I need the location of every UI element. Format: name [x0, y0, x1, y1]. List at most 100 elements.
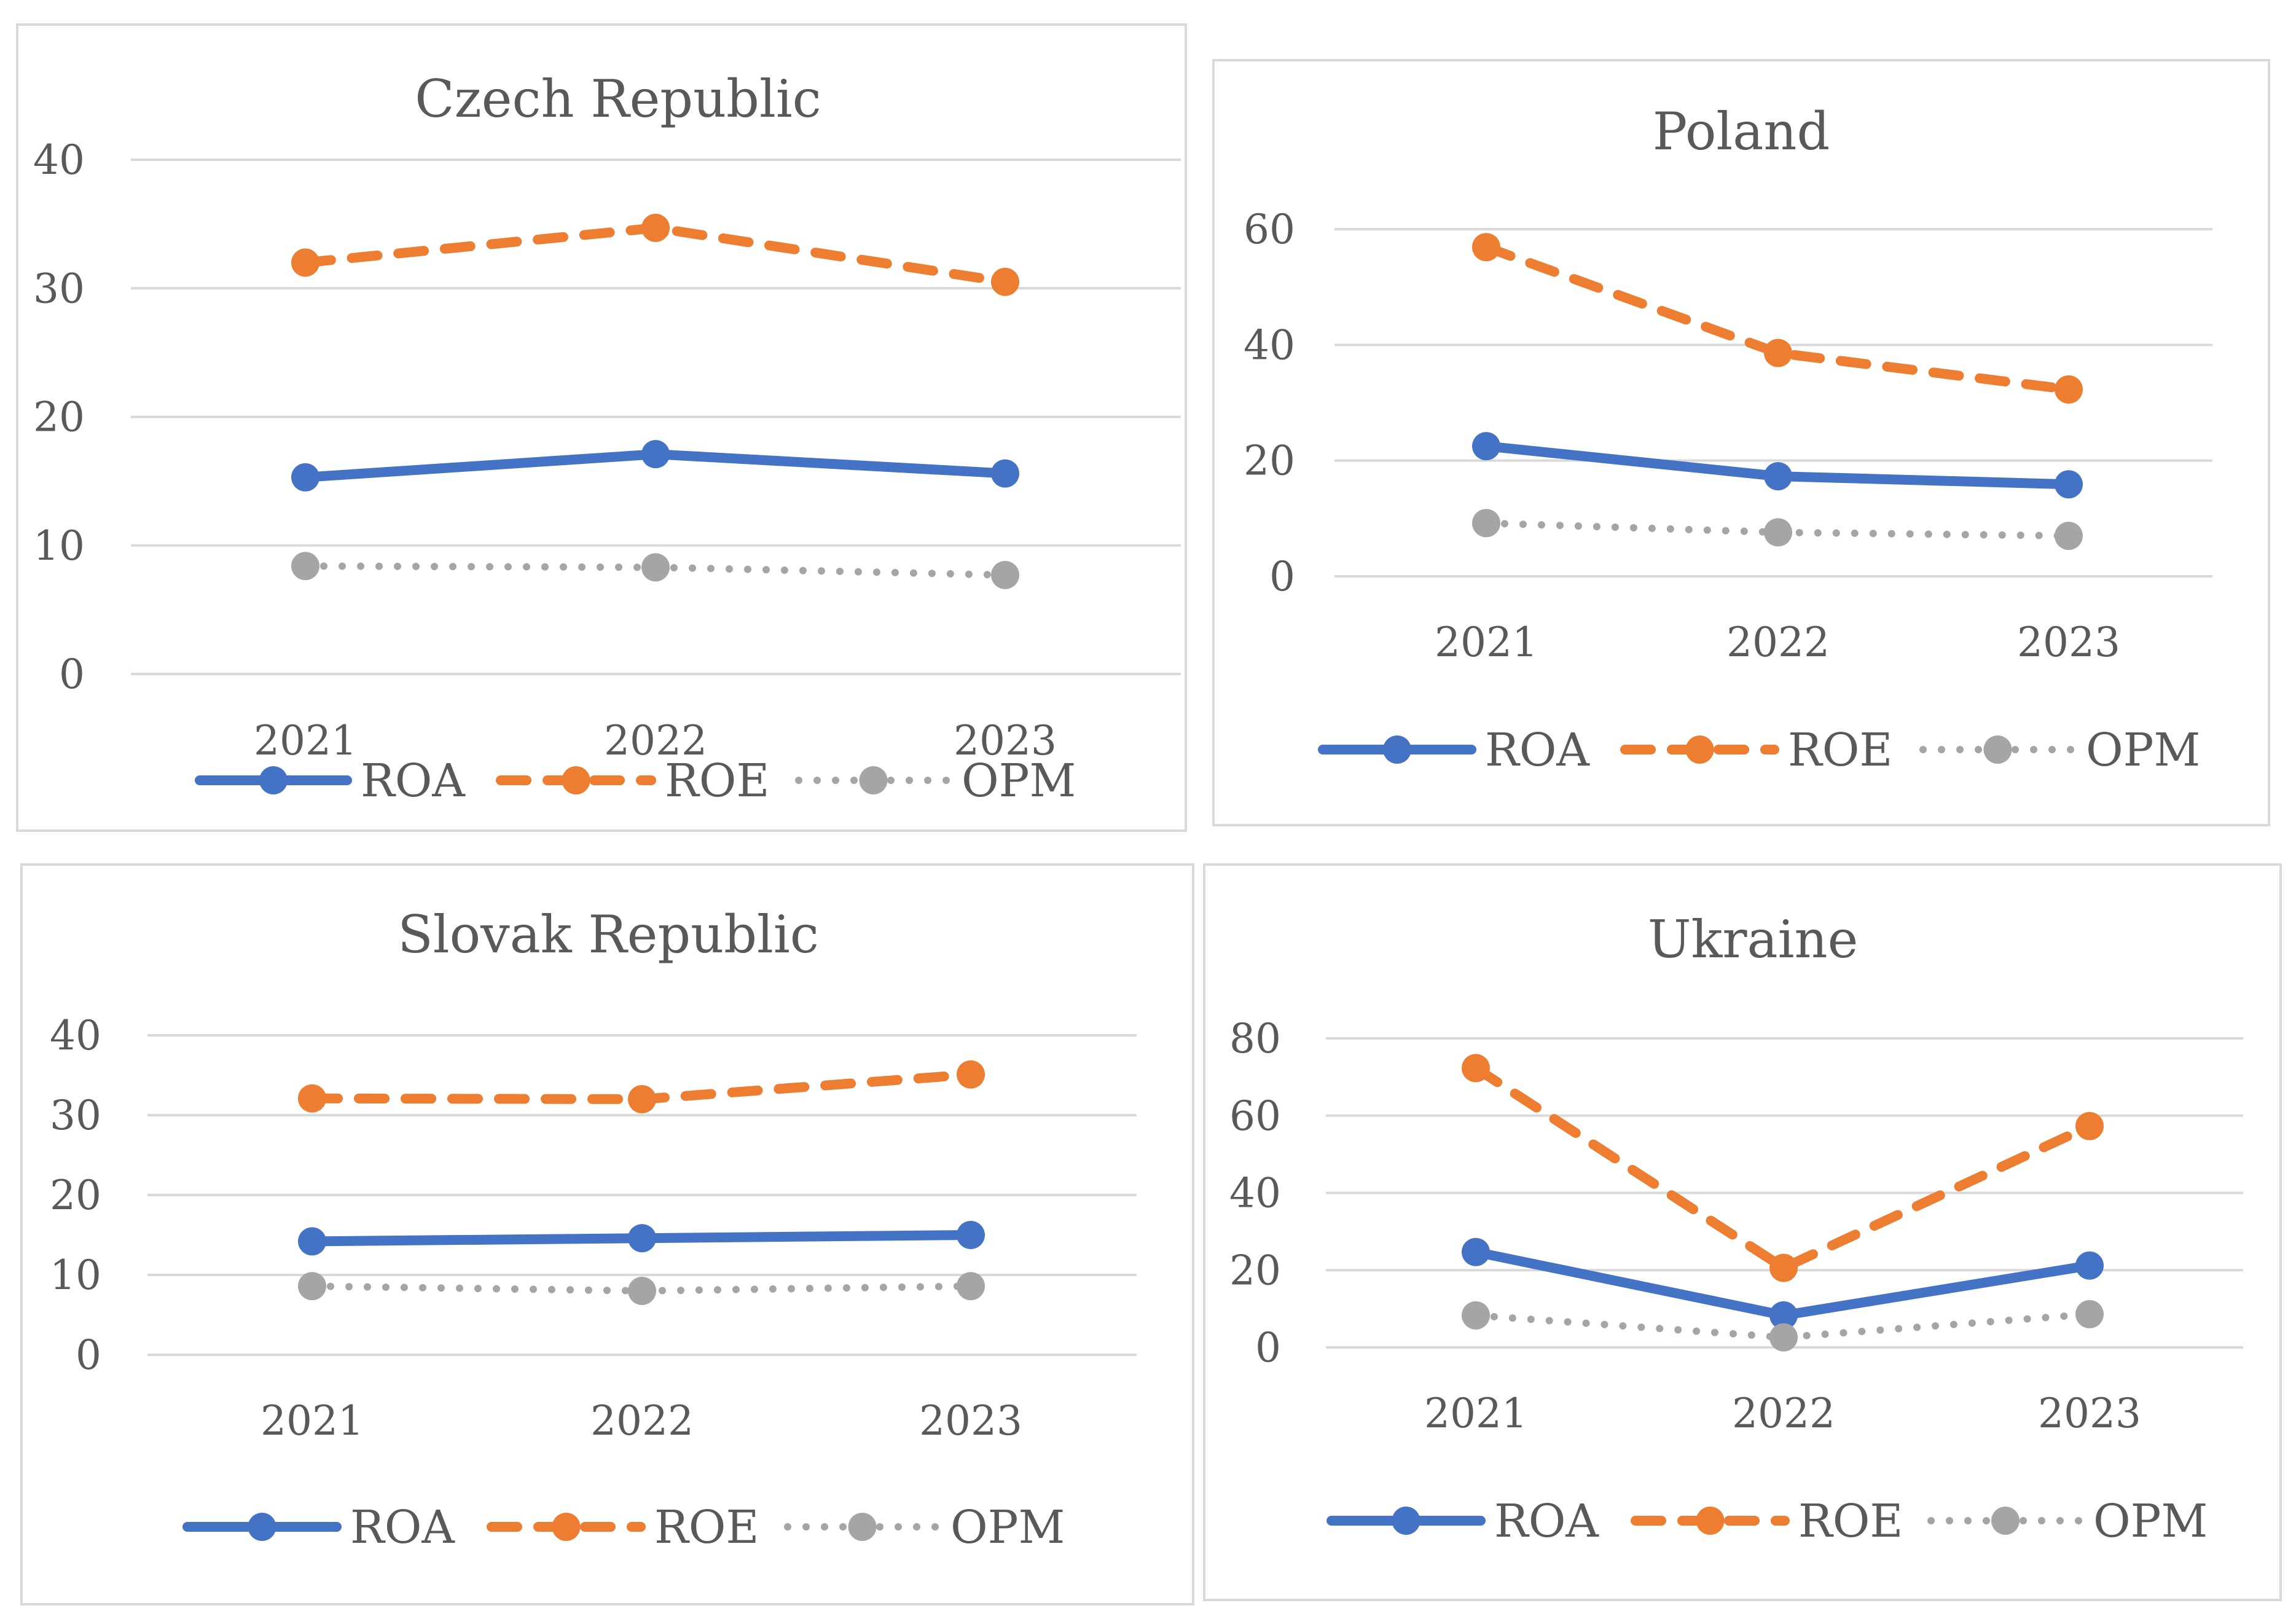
- y-tick-label: 10: [50, 1252, 101, 1299]
- data-point-roa: [2055, 470, 2083, 499]
- legend-marker-roa: [259, 766, 288, 794]
- y-tick-label: 10: [33, 522, 85, 570]
- data-point-opm: [1764, 518, 1792, 547]
- data-point-opm: [641, 553, 670, 582]
- data-point-roa: [628, 1224, 656, 1253]
- data-point-roe: [2055, 375, 2083, 404]
- data-point-roe: [1462, 1054, 1490, 1083]
- y-tick-label: 30: [33, 265, 85, 312]
- x-tick-label: 2023: [2038, 1390, 2141, 1437]
- y-tick-label: 40: [1229, 1170, 1281, 1217]
- data-point-opm: [2075, 1300, 2104, 1328]
- chart-frame: [1203, 863, 2282, 1601]
- data-point-roe: [1472, 233, 1500, 262]
- data-point-opm: [628, 1277, 656, 1305]
- x-tick-label: 2022: [1726, 619, 1830, 666]
- data-point-roe: [1769, 1253, 1798, 1282]
- y-tick-label: 20: [33, 394, 85, 441]
- data-point-opm: [1769, 1323, 1798, 1352]
- panel-ukraine: Ukraine 0 20 40 60 80 2021 2022 2023 ROA ROE OPM: [1203, 863, 2282, 1601]
- legend-label-roa: ROA: [350, 1501, 455, 1554]
- series-line-roe: [1471, 1063, 2094, 1273]
- legend-marker-opm: [859, 766, 888, 794]
- y-tick-label: 20: [50, 1172, 101, 1219]
- x-tick-label: 2023: [954, 717, 1057, 764]
- legend-marker-roe: [552, 1513, 581, 1541]
- x-tick-label: 2021: [254, 717, 357, 764]
- y-tick-label: 0: [1255, 1324, 1281, 1371]
- data-point-roa: [1764, 462, 1792, 491]
- data-point-roa: [2075, 1251, 2104, 1280]
- panel-czech-republic: Czech Republic 0 10 20 30 40 2021 2022 2023 ROA RO…: [16, 23, 1187, 832]
- y-tick-label: 60: [1244, 206, 1295, 253]
- legend-label-roa: ROA: [361, 755, 466, 807]
- legend-marker-roa: [1392, 1507, 1420, 1535]
- data-point-opm: [991, 560, 1019, 589]
- legend-marker-opm: [1983, 735, 2012, 764]
- chart-frame: [1212, 59, 2270, 826]
- y-tick-label: 0: [1269, 553, 1295, 600]
- legend-marker-roe: [1696, 1507, 1725, 1535]
- data-point-roe: [291, 248, 319, 277]
- data-point-roe: [298, 1084, 326, 1113]
- y-tick-label: 20: [1244, 437, 1295, 485]
- series-line-opm: [1472, 1310, 2093, 1341]
- x-tick-label: 2022: [604, 717, 707, 764]
- data-point-roe: [991, 267, 1019, 296]
- legend-label-opm: OPM: [962, 755, 1076, 807]
- panel-poland: Poland 0 20 40 60 2021 2022 2023 ROA ROE OPM: [1212, 59, 2270, 826]
- chart-title: Slovak Republic: [398, 904, 819, 965]
- data-point-roe: [641, 213, 670, 242]
- data-point-opm: [1462, 1301, 1490, 1330]
- panel-slovak-republic: Slovak Republic 0 10 20 30 40 2021 2022 2023 ROA R…: [20, 863, 1194, 1605]
- chart-title: Ukraine: [1648, 909, 1859, 970]
- y-tick-label: 40: [33, 136, 85, 184]
- legend-marker-roa: [1383, 735, 1411, 764]
- legend-label-opm: OPM: [2086, 724, 2200, 777]
- data-point-opm: [291, 552, 319, 581]
- legend-label-opm: OPM: [950, 1501, 1065, 1554]
- data-point-roe: [2075, 1111, 2104, 1140]
- legend-label-roe: ROE: [1788, 724, 1892, 777]
- x-tick-label: 2021: [1424, 1390, 1527, 1437]
- y-tick-label: 80: [1229, 1015, 1281, 1062]
- chart-title: Czech Republic: [415, 69, 821, 129]
- y-tick-label: 20: [1229, 1247, 1281, 1294]
- data-point-opm: [298, 1272, 326, 1301]
- data-point-roa: [291, 463, 319, 492]
- legend-label-roa: ROA: [1485, 724, 1590, 777]
- x-tick-label: 2023: [919, 1397, 1022, 1445]
- x-tick-label: 2021: [1435, 619, 1538, 666]
- data-point-roe: [628, 1085, 656, 1113]
- y-tick-label: 60: [1229, 1092, 1281, 1140]
- data-point-roa: [641, 440, 670, 469]
- data-point-roa: [957, 1221, 985, 1249]
- legend-label-roa: ROA: [1494, 1495, 1599, 1548]
- legend-label-roe: ROE: [654, 1501, 759, 1554]
- legend-label-opm: OPM: [2093, 1495, 2208, 1548]
- data-point-roa: [298, 1227, 326, 1256]
- data-point-roa: [1472, 432, 1500, 461]
- legend-label-roe: ROE: [665, 755, 769, 807]
- data-point-roa: [1462, 1237, 1490, 1266]
- legend-marker-opm: [1991, 1507, 2020, 1535]
- x-tick-label: 2021: [261, 1397, 364, 1445]
- legend-marker-roe: [1685, 735, 1714, 764]
- y-tick-label: 30: [50, 1092, 101, 1139]
- x-tick-label: 2022: [1732, 1390, 1835, 1437]
- y-tick-label: 40: [50, 1012, 101, 1059]
- chart-frame: [16, 23, 1187, 832]
- legend-marker-roa: [248, 1513, 276, 1541]
- chart-title: Poland: [1653, 101, 1830, 162]
- legend-marker-roe: [562, 766, 590, 794]
- data-point-roe: [1764, 339, 1792, 367]
- x-tick-label: 2022: [590, 1397, 694, 1445]
- data-point-opm: [957, 1272, 985, 1301]
- data-point-roa: [1769, 1301, 1798, 1330]
- x-tick-label: 2023: [2017, 619, 2120, 666]
- data-point-opm: [2055, 522, 2083, 551]
- data-point-opm: [1472, 509, 1500, 538]
- y-tick-label: 0: [59, 651, 85, 698]
- y-tick-label: 0: [76, 1331, 101, 1379]
